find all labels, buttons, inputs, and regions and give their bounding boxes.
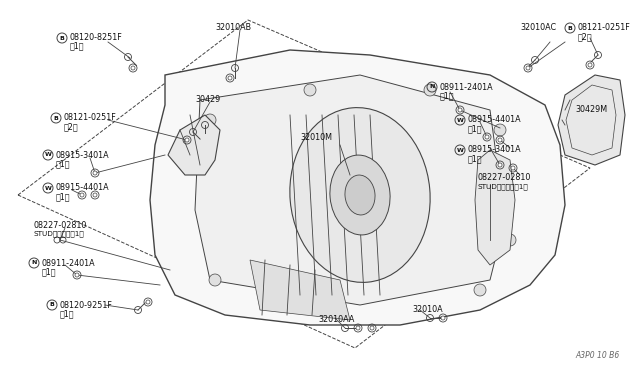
- Ellipse shape: [345, 175, 375, 215]
- Circle shape: [334, 304, 346, 316]
- Text: （1）: （1）: [440, 92, 454, 100]
- Text: W: W: [456, 118, 463, 122]
- Ellipse shape: [290, 108, 430, 282]
- Circle shape: [228, 76, 232, 80]
- Text: N: N: [429, 84, 435, 90]
- Circle shape: [80, 193, 84, 197]
- Text: 08915-3401A: 08915-3401A: [468, 145, 522, 154]
- Circle shape: [494, 124, 506, 136]
- Text: （1）: （1）: [60, 310, 74, 318]
- Circle shape: [356, 326, 360, 330]
- Text: 08120-8251F: 08120-8251F: [70, 33, 123, 42]
- Circle shape: [511, 166, 515, 170]
- Circle shape: [131, 66, 135, 70]
- Circle shape: [504, 234, 516, 246]
- Polygon shape: [195, 75, 505, 305]
- Text: （1）: （1）: [70, 42, 84, 51]
- Text: （1）: （1）: [56, 192, 70, 202]
- Text: STUDスタッド（1）: STUDスタッド（1）: [34, 231, 84, 237]
- Text: （1）: （1）: [468, 125, 483, 134]
- Text: （1）: （1）: [56, 160, 70, 169]
- Polygon shape: [475, 150, 515, 265]
- Circle shape: [204, 114, 216, 126]
- Circle shape: [458, 108, 462, 112]
- Text: 08915-4401A: 08915-4401A: [56, 183, 109, 192]
- Text: B: B: [49, 302, 54, 308]
- Text: 32010A: 32010A: [412, 305, 443, 314]
- Text: 08120-9251F: 08120-9251F: [60, 301, 113, 310]
- Text: B: B: [54, 115, 58, 121]
- Text: （2）: （2）: [64, 122, 79, 131]
- Circle shape: [370, 326, 374, 330]
- Text: W: W: [45, 186, 51, 190]
- Text: 08121-0251F: 08121-0251F: [64, 113, 116, 122]
- Circle shape: [424, 84, 436, 96]
- Text: N: N: [31, 260, 36, 266]
- Text: 08227-02810: 08227-02810: [478, 173, 531, 183]
- Text: STUDスタッド（1）: STUDスタッド（1）: [478, 184, 529, 190]
- Polygon shape: [558, 75, 625, 165]
- Text: 08121-0251F: 08121-0251F: [578, 23, 631, 32]
- Circle shape: [146, 300, 150, 304]
- Circle shape: [526, 66, 530, 70]
- Text: （2）: （2）: [578, 32, 593, 42]
- Circle shape: [588, 63, 592, 67]
- Circle shape: [93, 171, 97, 175]
- Text: W: W: [456, 148, 463, 153]
- Text: 08911-2401A: 08911-2401A: [42, 259, 95, 267]
- Text: 32010AB: 32010AB: [215, 23, 251, 32]
- Circle shape: [93, 193, 97, 197]
- Circle shape: [498, 163, 502, 167]
- Text: 08915-4401A: 08915-4401A: [468, 115, 522, 125]
- Text: 32010AA: 32010AA: [318, 315, 355, 324]
- Polygon shape: [250, 260, 350, 320]
- Circle shape: [441, 316, 445, 320]
- Ellipse shape: [330, 155, 390, 235]
- Text: （1）: （1）: [468, 154, 483, 164]
- Circle shape: [185, 138, 189, 142]
- Circle shape: [498, 138, 502, 142]
- Circle shape: [75, 273, 79, 277]
- Text: 32010M: 32010M: [300, 134, 332, 142]
- Text: B: B: [568, 26, 572, 31]
- Text: 08911-2401A: 08911-2401A: [440, 83, 493, 92]
- Polygon shape: [150, 50, 565, 325]
- Text: 30429: 30429: [195, 96, 220, 105]
- Text: （1）: （1）: [42, 267, 56, 276]
- Text: 30429M: 30429M: [575, 106, 607, 115]
- Circle shape: [474, 284, 486, 296]
- Circle shape: [485, 135, 489, 139]
- Polygon shape: [168, 115, 220, 175]
- Text: B: B: [60, 35, 65, 41]
- Text: 08915-3401A: 08915-3401A: [56, 151, 109, 160]
- Text: W: W: [45, 153, 51, 157]
- Circle shape: [304, 84, 316, 96]
- Text: A3P0 10 B6: A3P0 10 B6: [576, 351, 620, 360]
- Circle shape: [209, 274, 221, 286]
- Text: 08227-02810: 08227-02810: [34, 221, 88, 230]
- Text: 32010AC: 32010AC: [520, 23, 556, 32]
